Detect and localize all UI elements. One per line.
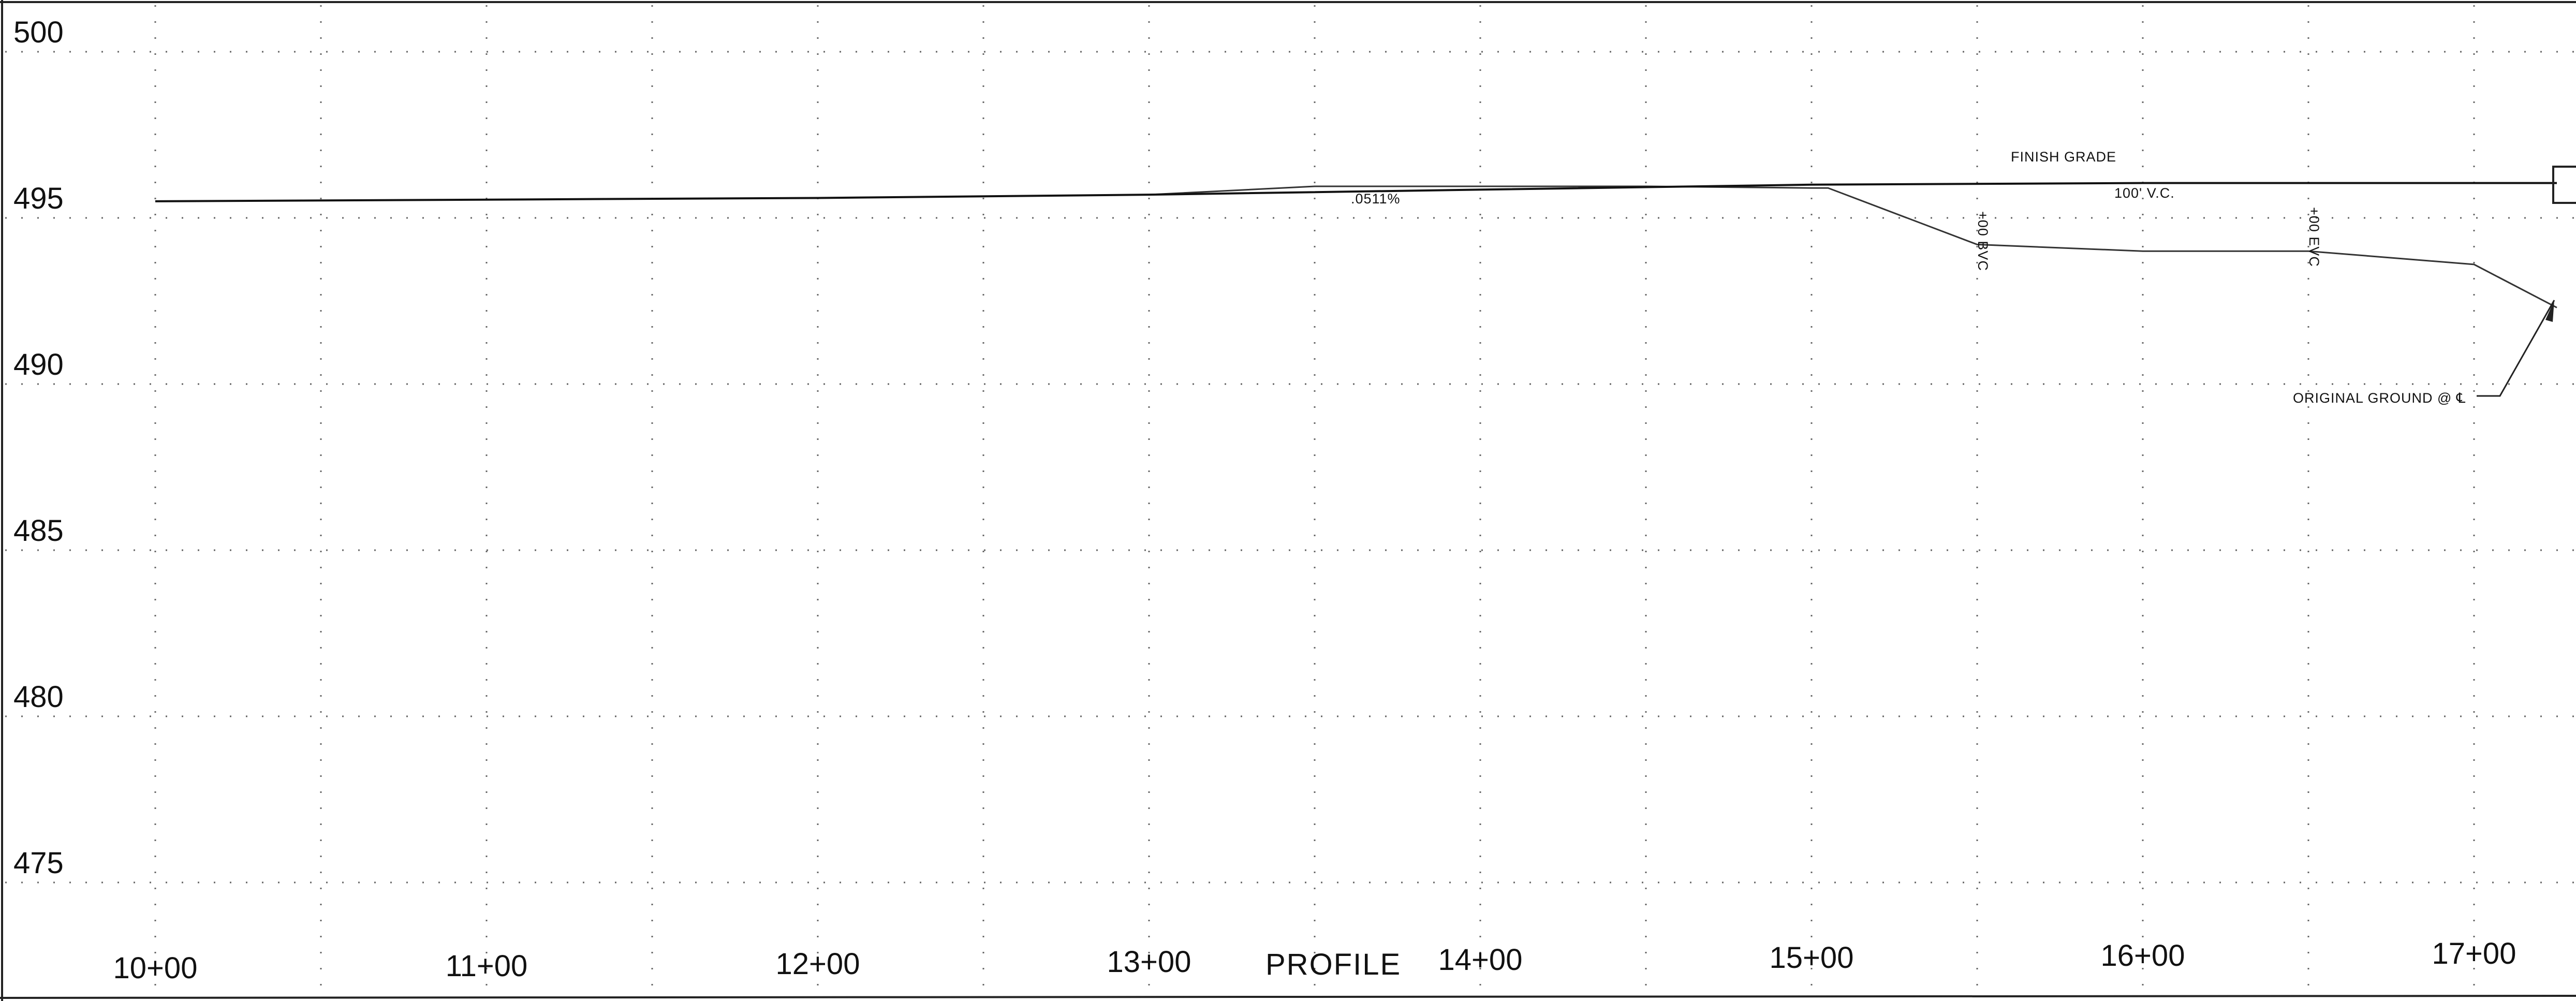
finish-grade-label: FINISH GRADE (2011, 149, 2116, 165)
y-axis-labels: 500 495 490 485 480 475 (13, 16, 64, 880)
x-tick-label: 10+00 (113, 951, 198, 985)
grid (5, 5, 2576, 991)
border-bottom (0, 995, 2576, 999)
y-tick-label: 475 (13, 846, 64, 880)
x-tick-label: 15+00 (1770, 941, 1854, 975)
chart-title: PROFILE (1265, 948, 1401, 981)
y-tick-label: 500 (13, 16, 64, 49)
evc-label: +00 EVC (2306, 207, 2322, 267)
original-ground-leader (2477, 300, 2555, 397)
x-tick-label: 14+00 (1438, 943, 1523, 977)
edge-box (2552, 166, 2576, 204)
y-tick-label: 490 (13, 348, 64, 381)
x-tick-label: 11+00 (446, 949, 528, 983)
x-tick-label: 12+00 (776, 947, 860, 981)
x-tick-label: 17+00 (2432, 937, 2516, 970)
y-tick-label: 480 (13, 680, 64, 714)
y-tick-label: 485 (13, 514, 64, 548)
y-tick-label: 495 (13, 182, 64, 215)
x-tick-label: 13+00 (1107, 945, 1191, 979)
original-ground-label: ORIGINAL GROUND @ ℄ (2293, 390, 2466, 406)
x-tick-label: 16+00 (2101, 939, 2185, 973)
bvc-label: +00 BVC (1975, 211, 1991, 271)
vc-label: 100' V.C. (2114, 185, 2175, 201)
grade-label: .0511% (1351, 191, 1401, 207)
finish-grade-line (155, 182, 2557, 202)
x-axis-labels: 10+00 11+00 12+00 13+00 14+00 15+00 16+00 17+00 (113, 937, 2516, 985)
